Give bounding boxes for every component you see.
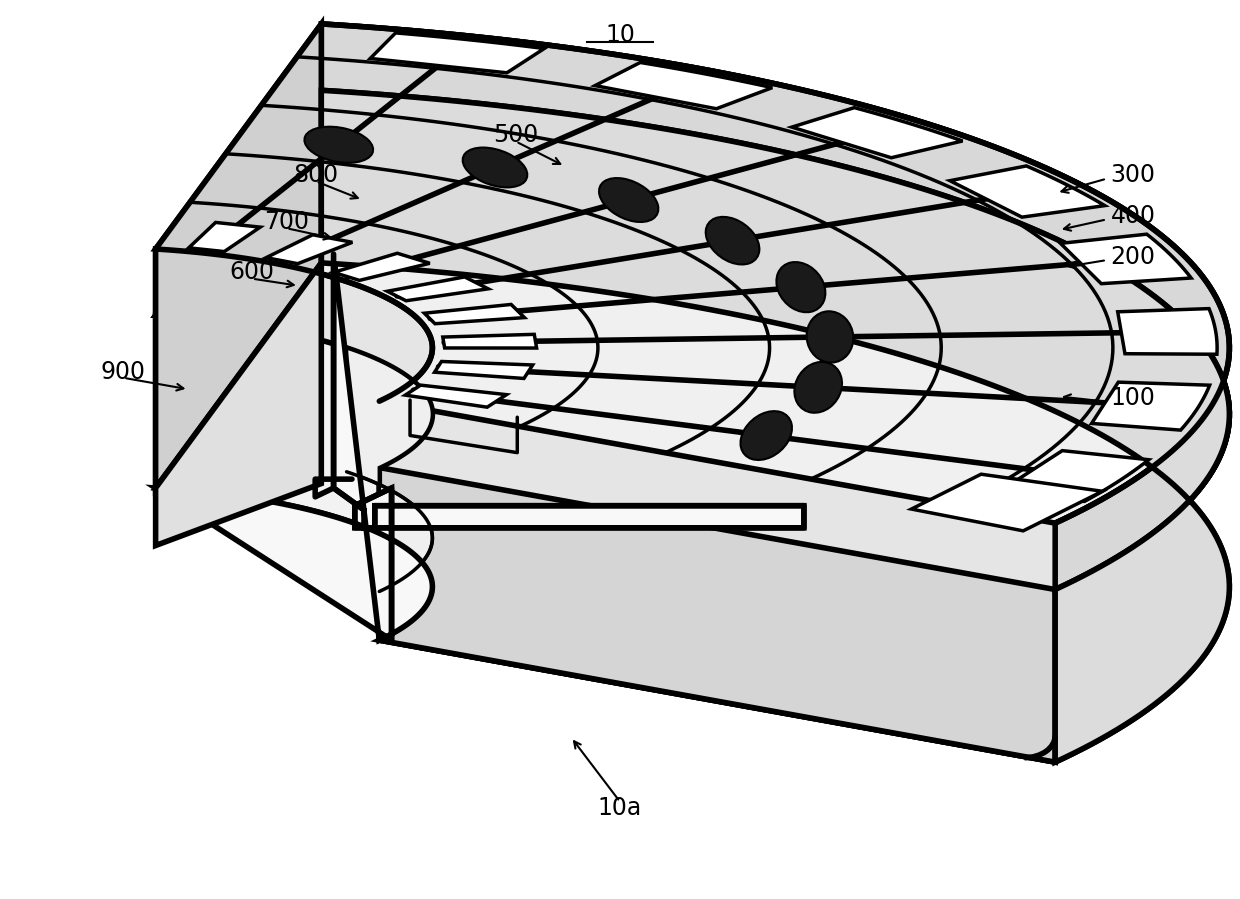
Polygon shape — [387, 277, 489, 301]
Polygon shape — [950, 166, 1105, 218]
Polygon shape — [155, 24, 321, 488]
Point — [646, 37, 661, 48]
Ellipse shape — [599, 178, 658, 222]
Text: 200: 200 — [1111, 245, 1156, 269]
Polygon shape — [321, 90, 1229, 762]
Polygon shape — [595, 62, 773, 109]
Text: 400: 400 — [1111, 204, 1156, 227]
Ellipse shape — [807, 311, 853, 362]
Ellipse shape — [706, 217, 759, 264]
Polygon shape — [155, 254, 804, 640]
Polygon shape — [155, 263, 1229, 762]
Ellipse shape — [304, 127, 373, 163]
Polygon shape — [1060, 234, 1192, 284]
Polygon shape — [1091, 382, 1210, 430]
Polygon shape — [405, 385, 506, 407]
Text: 800: 800 — [294, 163, 339, 187]
Text: 300: 300 — [1111, 163, 1156, 187]
Ellipse shape — [776, 263, 826, 312]
Point — [579, 37, 594, 48]
Text: 500: 500 — [494, 123, 538, 147]
Polygon shape — [379, 401, 1055, 762]
Ellipse shape — [740, 411, 792, 460]
Polygon shape — [267, 235, 352, 263]
Polygon shape — [155, 90, 1229, 590]
Text: 900: 900 — [100, 360, 146, 384]
Polygon shape — [1003, 450, 1148, 502]
Text: 700: 700 — [264, 210, 309, 234]
Polygon shape — [443, 334, 537, 348]
Polygon shape — [371, 33, 544, 73]
Polygon shape — [424, 305, 525, 324]
Polygon shape — [155, 263, 321, 546]
Polygon shape — [792, 108, 962, 157]
Polygon shape — [155, 249, 433, 467]
Polygon shape — [155, 24, 1229, 523]
Text: 600: 600 — [229, 261, 275, 284]
Text: 10a: 10a — [598, 796, 642, 820]
Ellipse shape — [463, 147, 527, 187]
Polygon shape — [334, 254, 430, 280]
Polygon shape — [155, 316, 433, 640]
Polygon shape — [434, 361, 533, 378]
Text: 10: 10 — [605, 23, 635, 48]
Polygon shape — [379, 467, 1055, 762]
Text: 100: 100 — [1111, 387, 1156, 410]
Polygon shape — [911, 474, 1102, 530]
Polygon shape — [321, 24, 1229, 590]
Polygon shape — [155, 90, 1229, 590]
Polygon shape — [347, 348, 433, 592]
Polygon shape — [1117, 308, 1218, 354]
Polygon shape — [188, 222, 260, 252]
Ellipse shape — [795, 362, 842, 413]
